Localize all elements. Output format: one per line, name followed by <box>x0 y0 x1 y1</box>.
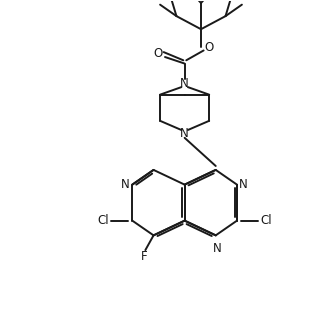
Text: O: O <box>153 47 162 60</box>
Text: N: N <box>180 77 189 90</box>
Text: Cl: Cl <box>97 214 109 227</box>
Text: N: N <box>213 242 222 255</box>
Text: N: N <box>180 127 189 140</box>
Text: O: O <box>205 41 214 54</box>
Text: N: N <box>239 178 248 191</box>
Text: Cl: Cl <box>261 214 272 227</box>
Text: F: F <box>141 250 148 263</box>
Text: N: N <box>121 178 130 191</box>
